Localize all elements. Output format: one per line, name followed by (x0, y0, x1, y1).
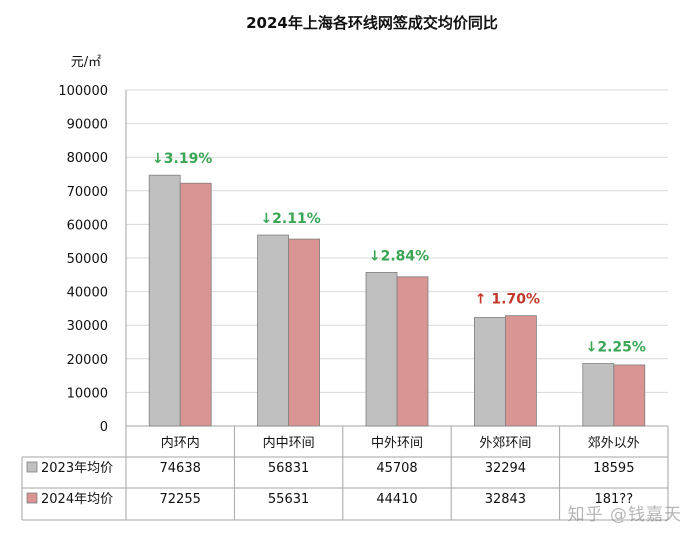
bar (148, 174, 181, 427)
change-annotation: ↓2.25% (586, 340, 646, 356)
x-tick-label: 内环内 (161, 435, 200, 451)
chart-title: 2024年上海各环线网签成交均价同比 (246, 14, 498, 32)
bar (504, 315, 537, 427)
change-annotation: ↓2.11% (260, 211, 320, 227)
y-tick-label: 0 (100, 420, 108, 435)
y-tick-label: 50000 (67, 252, 108, 267)
y-tick-label: 100000 (58, 84, 108, 99)
bar (179, 182, 212, 427)
data-label: 181?? (594, 492, 633, 507)
y-tick-label: 70000 (67, 185, 108, 200)
y-tick-label: 80000 (67, 151, 108, 166)
x-tick-label: 郊外以外 (588, 435, 640, 451)
legend-swatch (26, 492, 38, 504)
data-label: 72255 (160, 492, 201, 507)
change-annotation: ↓2.84% (369, 248, 429, 264)
legend-label: 2024年均价 (41, 492, 113, 507)
bar (257, 234, 290, 427)
bar (613, 364, 646, 427)
data-label: 44410 (376, 492, 417, 507)
y-tick-label: 20000 (67, 353, 108, 368)
y-tick-label: 90000 (67, 118, 108, 133)
data-label: 45708 (376, 461, 417, 476)
data-label: 18595 (593, 461, 634, 476)
x-tick-label: 中外环间 (371, 436, 423, 451)
legend-label: 2023年均价 (41, 461, 113, 476)
data-label: 32843 (485, 492, 526, 507)
change-annotation: ↑ 1.70% (475, 292, 540, 308)
x-tick-label: 内中环间 (263, 435, 315, 451)
y-tick-label: 40000 (67, 286, 108, 301)
data-label: 74638 (160, 461, 201, 476)
y-tick-label: 10000 (67, 386, 108, 401)
y-tick-label: 30000 (67, 319, 108, 334)
y-tick-label: 60000 (67, 218, 108, 233)
data-label: 55631 (268, 492, 309, 507)
bar (365, 272, 398, 427)
x-tick-label: 外郊环间 (479, 435, 531, 451)
bar (582, 363, 615, 427)
change-annotation: ↓3.19% (152, 151, 212, 167)
bar (288, 238, 321, 427)
data-label: 32294 (485, 461, 526, 476)
bar (473, 317, 506, 427)
bar (396, 276, 429, 427)
y-unit-label: 元/㎡ (71, 55, 101, 70)
legend-swatch (26, 461, 38, 473)
data-label: 56831 (268, 461, 309, 476)
watermark: 知乎 @钱嘉天 (567, 505, 682, 525)
